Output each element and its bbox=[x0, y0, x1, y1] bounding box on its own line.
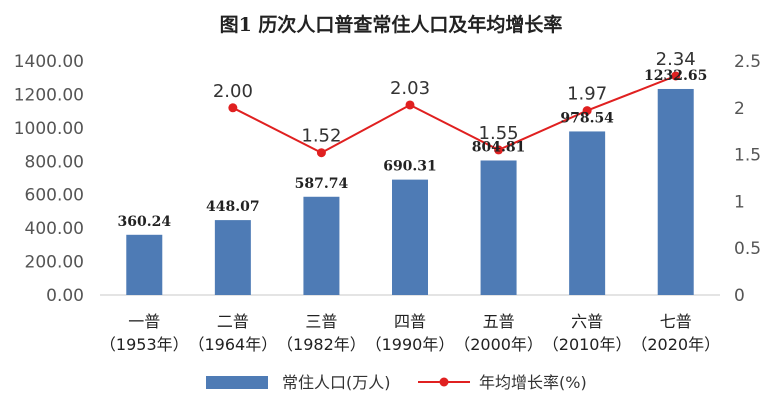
right-tick-label: 1 bbox=[734, 192, 745, 212]
growth-value-label: 2.03 bbox=[390, 78, 430, 99]
bar-value-label: 1232.65 bbox=[644, 68, 707, 84]
axes: 0.00200.00400.00600.00800.001000.001200.… bbox=[14, 52, 761, 306]
bar bbox=[392, 179, 428, 295]
right-tick-label: 0 bbox=[734, 286, 745, 306]
left-tick-label: 1400.00 bbox=[14, 52, 84, 72]
category-labels: 一普 （1953年） 二普 （1964年） 三普 （1982年） 四普 （1990年） 五普 （2… bbox=[100, 312, 720, 354]
growth-point bbox=[582, 106, 592, 116]
category-label: 七普 bbox=[660, 312, 692, 331]
category-year-label: （1953年） bbox=[100, 335, 189, 354]
bar-value-label: 360.24 bbox=[117, 214, 171, 230]
left-tick-label: 800.00 bbox=[25, 152, 84, 172]
right-tick-label: 1.5 bbox=[734, 146, 761, 166]
left-tick-label: 0.00 bbox=[46, 286, 84, 306]
category-year-label: （1982年） bbox=[277, 335, 366, 354]
category-label: 二普 bbox=[217, 312, 249, 331]
bar bbox=[569, 131, 606, 295]
category-label: 四普 bbox=[394, 312, 426, 331]
category-year-label: （2000年） bbox=[454, 335, 543, 354]
growth-point bbox=[671, 71, 681, 81]
bar-value-label: 587.74 bbox=[295, 176, 349, 192]
bar-value-label: 804.81 bbox=[472, 139, 526, 155]
bar bbox=[214, 220, 251, 295]
right-tick-label: 2 bbox=[734, 99, 745, 119]
left-tick-label: 1000.00 bbox=[14, 119, 84, 139]
bar bbox=[126, 234, 163, 295]
legend-line-label: 年均增长率(%) bbox=[479, 373, 587, 392]
category-year-label: （1964年） bbox=[188, 335, 277, 354]
bar-value-label: 690.31 bbox=[383, 159, 437, 175]
chart-title: 图1 历次人口普查常住人口及年均增长率 bbox=[220, 13, 563, 36]
left-tick-label: 1200.00 bbox=[14, 85, 84, 105]
legend-line-marker bbox=[439, 377, 449, 387]
bar bbox=[303, 196, 340, 295]
category-label: 六普 bbox=[571, 312, 603, 331]
bar-value-label: 448.07 bbox=[206, 199, 260, 215]
category-year-label: （1990年） bbox=[366, 335, 455, 354]
growth-value-label: 2.34 bbox=[656, 49, 696, 70]
bar bbox=[657, 88, 694, 295]
growth-point bbox=[494, 145, 504, 155]
category-year-label: （2020年） bbox=[631, 335, 720, 354]
growth-point bbox=[316, 148, 326, 158]
growth-polyline bbox=[232, 75, 677, 154]
left-tick-label: 400.00 bbox=[25, 219, 84, 239]
growth-value-label: 1.52 bbox=[301, 126, 341, 147]
growth-value-label: 2.00 bbox=[213, 81, 253, 102]
legend-bar-swatch bbox=[206, 376, 268, 389]
bar-value-label: 978.54 bbox=[560, 110, 614, 126]
data-labels: 360.24 448.07 587.74 690.31 804.81 978.54 1232… bbox=[117, 49, 707, 230]
bar bbox=[480, 160, 517, 295]
category-label: 一普 bbox=[128, 312, 160, 331]
category-label: 三普 bbox=[305, 312, 337, 331]
left-tick-label: 600.00 bbox=[25, 186, 84, 206]
legend-bar-label: 常住人口(万人) bbox=[282, 373, 391, 392]
growth-line bbox=[228, 71, 681, 158]
category-year-label: （2010年） bbox=[543, 335, 632, 354]
left-tick-label: 200.00 bbox=[25, 253, 84, 273]
growth-point bbox=[405, 100, 415, 110]
growth-value-label: 1.55 bbox=[479, 123, 519, 144]
right-tick-label: 2.5 bbox=[734, 52, 761, 72]
bars bbox=[126, 88, 694, 295]
category-label: 五普 bbox=[483, 312, 515, 331]
growth-point bbox=[228, 103, 238, 113]
growth-value-label: 1.97 bbox=[567, 84, 607, 105]
legend: 常住人口(万人) 年均增长率(%) bbox=[206, 373, 587, 392]
right-tick-label: 0.5 bbox=[734, 239, 761, 259]
